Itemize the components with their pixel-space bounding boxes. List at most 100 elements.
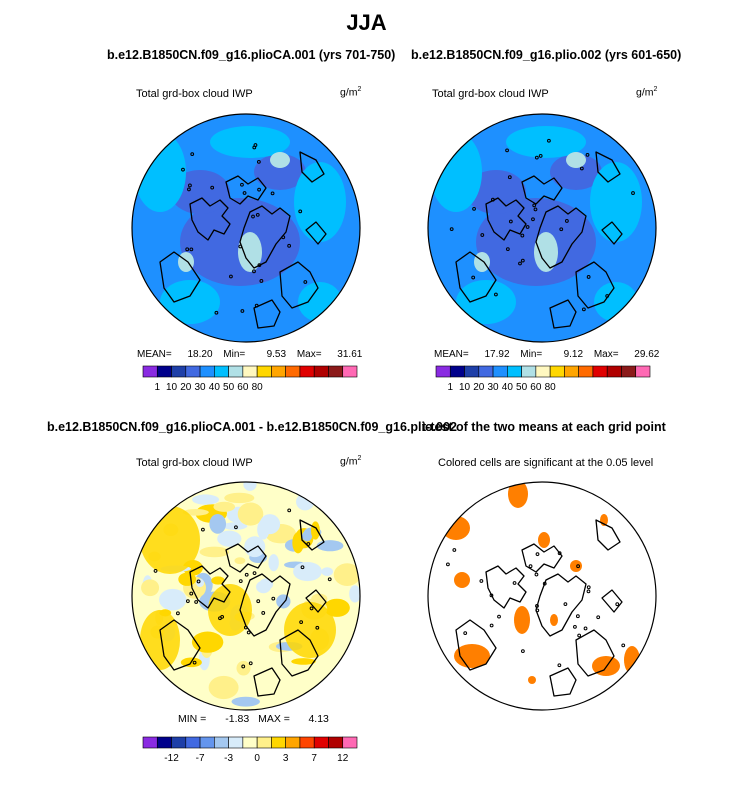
- coastline: [299, 151, 325, 183]
- field-patch: [316, 540, 344, 552]
- panel-2-units: g/m2: [636, 86, 658, 99]
- island-outline: [505, 148, 509, 153]
- colorbar-label: 50: [223, 382, 235, 393]
- colorbar-swatch: [156, 736, 172, 749]
- island-outline: [192, 660, 197, 665]
- colorbar-swatch: [185, 736, 201, 749]
- island-outline: [621, 643, 626, 648]
- island-outline: [259, 279, 264, 283]
- panel-4-map: [427, 481, 657, 711]
- island-outline: [248, 661, 253, 666]
- colorbar-swatch: [535, 365, 551, 378]
- island-outline: [490, 197, 495, 202]
- coastline: [601, 589, 623, 613]
- field-patch: [244, 536, 266, 558]
- island-outline: [251, 214, 255, 219]
- island-outline: [287, 243, 292, 248]
- colorbar-swatch: [328, 365, 344, 378]
- island-outline: [256, 599, 261, 604]
- island-outline: [241, 664, 246, 669]
- island-outline: [187, 187, 191, 192]
- field-patch: [208, 584, 252, 636]
- field-patch: [140, 610, 180, 670]
- map-boundary: [131, 113, 361, 343]
- field-patch: [550, 154, 602, 190]
- island-outline: [252, 571, 257, 576]
- island-outline: [242, 191, 247, 195]
- colorbar-label: 40: [502, 382, 514, 393]
- field-patch: [160, 280, 220, 324]
- island-outline: [573, 624, 577, 629]
- island-outline: [309, 606, 314, 611]
- colorbar-label: -3: [224, 753, 233, 764]
- island-outline: [472, 206, 476, 211]
- panel-3-colorbar: -12 -7 -3 0 3 7 12: [142, 736, 358, 764]
- island-outline: [298, 209, 303, 214]
- island-outline: [528, 564, 533, 569]
- island-outline: [256, 160, 261, 164]
- colorbar-label: 10: [459, 382, 471, 393]
- colorbar-swatch: [185, 365, 201, 378]
- island-outline: [615, 602, 620, 607]
- field-patch: [231, 696, 260, 707]
- island-outline: [306, 542, 311, 546]
- island-outline: [240, 309, 245, 313]
- panel-3-variable: Total grd-box cloud IWP: [136, 457, 253, 469]
- panel-2-variable: Total grd-box cloud IWP: [432, 88, 549, 100]
- island-outline: [240, 182, 244, 187]
- colorbar-swatch: [299, 736, 315, 749]
- coastline: [299, 519, 325, 551]
- significant-cell: [528, 676, 536, 684]
- coastline: [549, 667, 577, 697]
- field-patch: [238, 232, 262, 272]
- coastline: [279, 629, 319, 677]
- field-patch: [310, 521, 320, 540]
- colorbar-swatch: [492, 365, 508, 378]
- island-outline: [234, 525, 238, 530]
- coastline: [601, 221, 623, 245]
- colorbar-swatch: [313, 736, 329, 749]
- colorbar-swatch: [621, 365, 637, 378]
- island-outline: [243, 625, 248, 630]
- significant-cell: [592, 656, 620, 676]
- colorbar-swatch: [271, 736, 286, 749]
- island-outline: [577, 633, 582, 638]
- field-patch: [506, 126, 586, 158]
- colorbar-swatch: [328, 736, 344, 749]
- colorbar-label: 80: [545, 382, 557, 393]
- colorbar-label: 50: [516, 382, 528, 393]
- coastline: [159, 251, 201, 303]
- field-patch: [209, 514, 227, 534]
- colorbar-swatch: [342, 365, 358, 378]
- coastline: [225, 543, 267, 573]
- colorbar-swatch: [635, 365, 651, 378]
- island-outline: [300, 565, 305, 570]
- coastline: [455, 251, 497, 303]
- colorbar-swatch: [478, 365, 494, 378]
- colorbar-swatch: [313, 365, 329, 378]
- island-outline: [257, 263, 262, 268]
- island-outline: [534, 155, 539, 160]
- colorbar-swatch: [285, 736, 301, 749]
- map-boundary: [427, 113, 657, 343]
- island-outline: [188, 183, 192, 188]
- field-patch: [210, 126, 290, 158]
- field-patch: [566, 152, 586, 168]
- significant-cell: [454, 644, 490, 668]
- island-outline: [564, 219, 569, 223]
- colorbar-swatch: [256, 736, 272, 749]
- field-patch: [211, 576, 225, 585]
- field-patch: [296, 493, 315, 511]
- map-background: [428, 482, 656, 710]
- field-patch: [293, 562, 322, 582]
- island-outline: [494, 292, 498, 297]
- field-patch: [199, 546, 230, 558]
- field-patch: [590, 162, 642, 242]
- island-outline: [535, 608, 540, 613]
- colorbar-label: 60: [530, 382, 542, 393]
- panel-1-stats: MEAN= 18.20 Min= 9.53 Max= 31.61: [137, 349, 363, 360]
- field-patch: [178, 252, 194, 272]
- island-outline: [557, 551, 562, 556]
- coastline: [159, 619, 201, 671]
- island-outline: [489, 593, 494, 598]
